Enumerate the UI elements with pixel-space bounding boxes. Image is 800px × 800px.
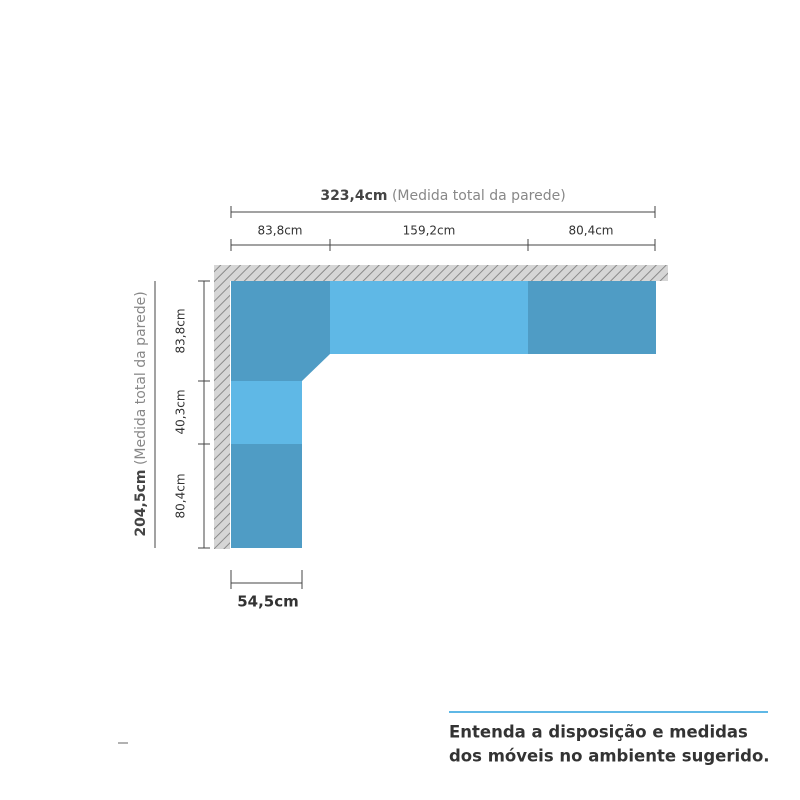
caption-line: Entenda a disposição e medidas — [449, 723, 748, 742]
top-part: 159,2cm — [403, 224, 456, 238]
dimension-line — [230, 570, 303, 589]
corner-cabinet — [231, 281, 330, 381]
cabinet — [330, 281, 528, 354]
top-part: 83,8cm — [257, 224, 302, 238]
depth-label: 54,5cm — [237, 593, 299, 611]
dimension-line — [230, 206, 656, 251]
cabinet — [231, 444, 302, 548]
cabinet — [231, 381, 302, 444]
left-part: 40,3cm — [174, 389, 188, 434]
dimension-line — [154, 280, 210, 549]
left-wall — [214, 265, 230, 549]
top-part: 80,4cm — [568, 224, 613, 238]
left-part: 80,4cm — [174, 473, 188, 518]
top-note: (Medida total da parede) — [392, 188, 566, 204]
left-part: 83,8cm — [174, 308, 188, 353]
top-total: 323,4cm — [320, 188, 387, 204]
caption-line: dos móveis no ambiente sugerido. — [449, 747, 770, 766]
top-wall — [214, 265, 668, 281]
left-total-label: 204,5cm (Medida total da parede) — [133, 291, 149, 536]
left-total: 204,5cm — [133, 470, 149, 537]
top-total-label: 323,4cm (Medida total da parede) — [320, 188, 565, 204]
cabinet — [528, 281, 656, 354]
left-note: (Medida total da parede) — [133, 291, 149, 465]
